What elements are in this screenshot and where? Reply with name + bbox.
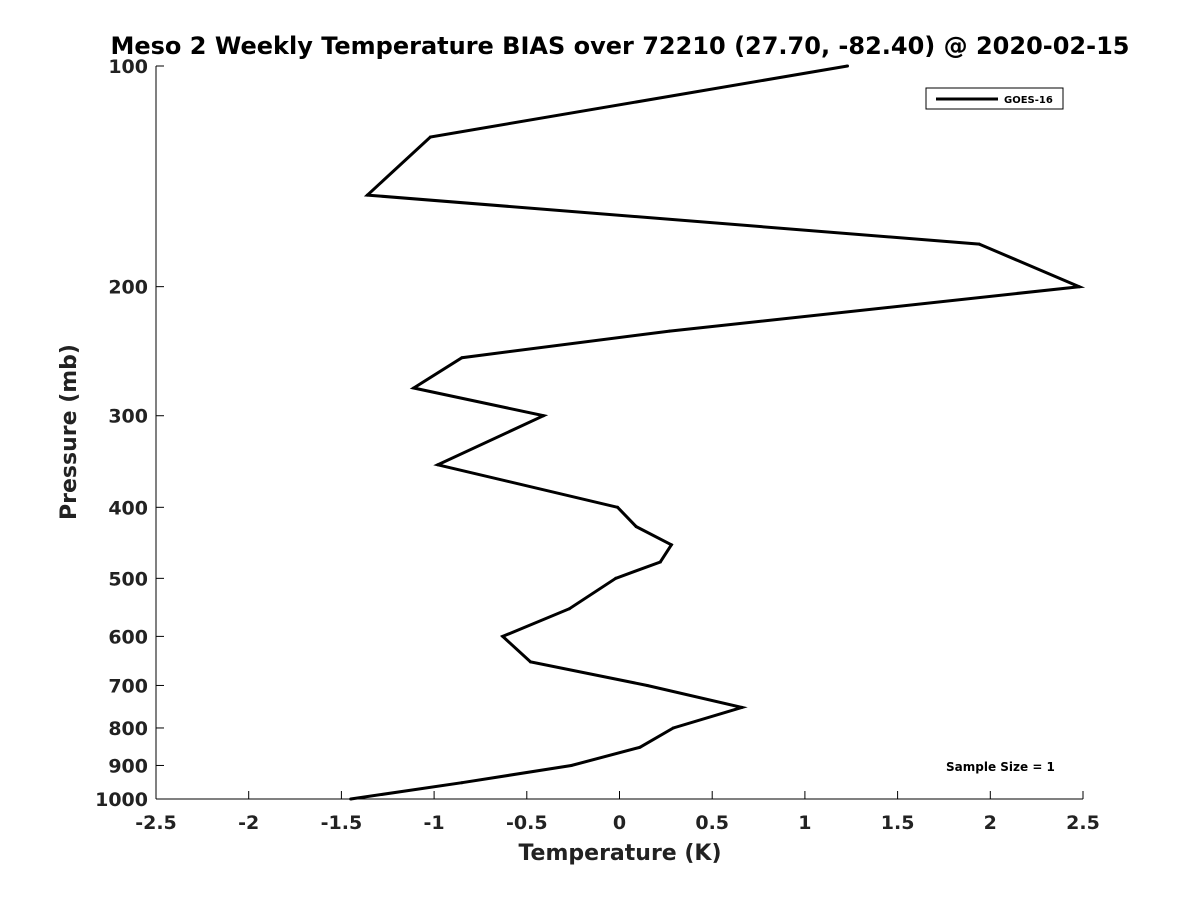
sample-size-annotation: Sample Size = 1 (946, 760, 1055, 774)
y-tick-label: 100 (108, 56, 148, 78)
y-tick-label: 900 (108, 755, 148, 777)
y-tick-label: 700 (108, 675, 148, 697)
data-point (567, 607, 571, 611)
x-tick-label: 2.5 (1066, 812, 1100, 834)
chart-title: Meso 2 Weekly Temperature BIAS over 7221… (110, 32, 1129, 60)
data-point (645, 684, 649, 687)
data-point (1077, 285, 1081, 289)
y-tick-label: 600 (108, 626, 148, 648)
y-tick-label: 500 (108, 568, 148, 590)
legend-label: GOES-16 (1004, 95, 1053, 106)
x-tick-label: 0 (613, 812, 626, 834)
data-point (634, 525, 638, 529)
data-point (671, 726, 675, 730)
data-point (412, 386, 416, 390)
x-axis-label: Temperature (K) (518, 841, 721, 866)
x-axis-ticks: -2.5 -2 -1.5 -1 -0.5 0 0.5 1 1.5 2 2.5 (135, 791, 1100, 834)
data-point (638, 745, 642, 749)
x-tick-label: 1 (798, 812, 811, 834)
x-tick-label: -2 (238, 812, 259, 834)
data-point (658, 560, 662, 564)
data-point (669, 543, 673, 547)
x-tick-label: 1.5 (881, 812, 915, 834)
data-point (542, 414, 545, 418)
x-tick-label: -0.5 (506, 812, 548, 834)
y-tick-label: 1000 (95, 789, 148, 811)
x-tick-label: -1.5 (321, 812, 363, 834)
data-point (529, 660, 532, 664)
y-axis-label: Pressure (mb) (57, 344, 82, 520)
data-point (436, 463, 440, 467)
series-points (349, 64, 1081, 801)
data-point (428, 135, 432, 139)
data-point (365, 193, 369, 197)
legend: GOES-16 (925, 87, 1064, 110)
data-point (614, 576, 618, 580)
y-tick-label: 200 (108, 277, 148, 299)
y-tick-label: 300 (108, 406, 148, 428)
data-point (740, 705, 744, 709)
y-tick-label: 800 (108, 718, 148, 740)
x-tick-label: 2 (984, 812, 997, 834)
data-point (460, 356, 464, 360)
y-tick-label: 400 (108, 497, 148, 519)
data-point (616, 505, 620, 509)
data-point (349, 797, 353, 801)
y-axis-ticks: 100 200 300 400 500 600 700 800 900 1000 (95, 56, 164, 811)
x-tick-label: 0.5 (695, 812, 729, 834)
data-point (977, 242, 981, 246)
data-point (501, 634, 505, 638)
data-point (846, 64, 849, 68)
data-point (460, 781, 464, 785)
data-point (569, 764, 573, 767)
plot-area: -2.5 -2 -1.5 -1 -0.5 0 0.5 1 1.5 2 2.5 100 200 300 40… (95, 56, 1100, 834)
x-tick-label: -1 (424, 812, 445, 834)
x-tick-label: -2.5 (135, 812, 177, 834)
data-point (668, 329, 672, 333)
